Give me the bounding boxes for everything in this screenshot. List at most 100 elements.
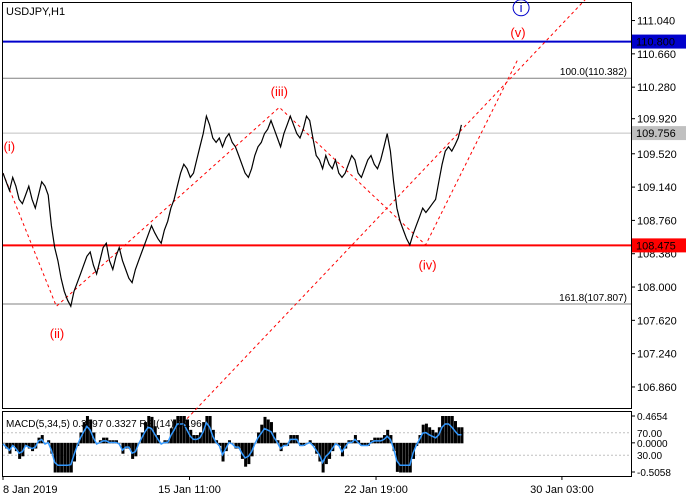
macd-bar (2, 442, 5, 444)
macd-bar (221, 442, 225, 462)
macd-bar (69, 442, 73, 473)
macd-bar (408, 442, 412, 473)
macd-bar (231, 442, 235, 444)
macd-bar (299, 442, 303, 446)
macd-bar (202, 422, 206, 444)
rsi-tick-label: 30.00 (637, 451, 662, 462)
macd-bar (311, 442, 315, 446)
macd-bar (244, 442, 248, 467)
macd-bar (5, 442, 9, 449)
macd-tick-label: -0.5058 (637, 468, 671, 479)
macd-bar (85, 416, 89, 444)
projection-lines (2, 0, 586, 428)
macd-bar (302, 442, 306, 446)
macd-bar (399, 442, 403, 473)
macd-bar (63, 442, 67, 473)
macd-bar (395, 442, 399, 472)
macd-bar (441, 416, 445, 444)
macd-bar (247, 442, 251, 465)
macd-tick-label: 0.0000 (637, 439, 668, 450)
macd-bar (357, 440, 361, 444)
horizontal-levels (3, 40, 631, 305)
level-price-tag-text: 110.800 (636, 37, 675, 49)
macd-bar (308, 440, 312, 444)
x-tick-label: 8 Jan 2019 (3, 484, 57, 496)
rsi-line (2, 421, 462, 467)
level-price-tag-text: 109.756 (636, 128, 676, 140)
macd-bar (334, 442, 338, 444)
macd-bar (444, 416, 448, 444)
x-tick-label: 22 Jan 19:00 (344, 484, 408, 496)
macd-bar (176, 416, 180, 444)
macd-bar (182, 416, 186, 444)
y-tick-label: 108.760 (637, 215, 677, 227)
macd-bar (276, 440, 280, 444)
macd-bar (14, 442, 18, 452)
wave-circle (512, 0, 530, 17)
macd-bar (363, 442, 367, 446)
wave-label: (ii) (50, 326, 64, 341)
macd-bar (460, 427, 464, 444)
macd-tick-label: 0.4654 (637, 412, 668, 423)
macd-bar (31, 442, 35, 452)
y-tick-label: 110.280 (637, 82, 676, 94)
macd-bar (237, 442, 241, 449)
macd-bar (392, 442, 396, 452)
price-series (2, 113, 462, 309)
macd-bar (11, 442, 15, 446)
level-labels: 110.800 100.0(110.382) 109.756 108.475 161.8… (559, 34, 686, 304)
price-line (2, 113, 462, 309)
macd-bar (144, 422, 148, 444)
rsi-tick-label: 70.00 (637, 429, 662, 440)
price-axis: 111.040 110.660 110.280 109.920 109.520 109.1… (631, 16, 677, 394)
macd-bar (263, 416, 267, 444)
level-price-tag (632, 34, 686, 49)
macd-bar (337, 442, 341, 446)
level-price-tag-text: 108.475 (636, 240, 676, 252)
macd-bar (260, 424, 264, 444)
macd-bar (421, 424, 425, 444)
wave-labels: (i) (ii) (iii) (iv) (v) i (4, 0, 530, 341)
macd-bar (114, 440, 118, 444)
macd-bar (60, 442, 64, 473)
y-tick-label: 106.860 (637, 382, 677, 394)
macd-bar (240, 442, 244, 459)
y-tick-label: 111.040 (637, 16, 675, 28)
macd-bar (173, 419, 177, 444)
y-tick-label: 110.660 (637, 49, 676, 61)
macd-bar (450, 416, 454, 444)
x-tick-label: 15 Jan 11:00 (158, 484, 221, 496)
macd-bar (18, 442, 22, 459)
main-panel (2, 2, 632, 409)
channel-line (178, 0, 586, 428)
macd-bar (50, 442, 54, 454)
y-tick-label: 109.920 (637, 114, 677, 126)
macd-bar (227, 440, 231, 444)
macd-bar (318, 442, 322, 462)
wave-label: (iii) (271, 84, 288, 99)
macd-bar (402, 442, 406, 473)
macd-bar (324, 442, 328, 465)
macd-bar (205, 416, 209, 444)
y-tick-label: 107.620 (637, 315, 677, 327)
fib-level-label: 100.0(110.382) (560, 67, 627, 78)
macd-bar (121, 442, 125, 454)
macd-bar (27, 442, 31, 449)
macd-bar (147, 416, 151, 444)
wave-label: (iv) (419, 257, 437, 272)
macd-bar (53, 442, 57, 473)
symbol-label: USDJPY,H1 (6, 6, 65, 18)
macd-bar (266, 419, 270, 444)
macd-bar (360, 442, 364, 446)
macd-bar (315, 442, 319, 454)
macd-bar (82, 422, 86, 444)
macd-bar (282, 442, 286, 446)
macd-bar (405, 442, 409, 473)
macd-bar (328, 442, 332, 459)
y-tick-label: 107.240 (637, 349, 677, 361)
wave-label: (i) (4, 139, 16, 154)
macd-rsi-indicator: 0.4654 0.0000 -0.5058 70.00 30.00 (2, 412, 671, 479)
level-price-tag (632, 238, 686, 253)
indicator-label: MACD(5,34,5) 0.3697 0.3327 RSI(14) 78.96 (6, 419, 202, 430)
